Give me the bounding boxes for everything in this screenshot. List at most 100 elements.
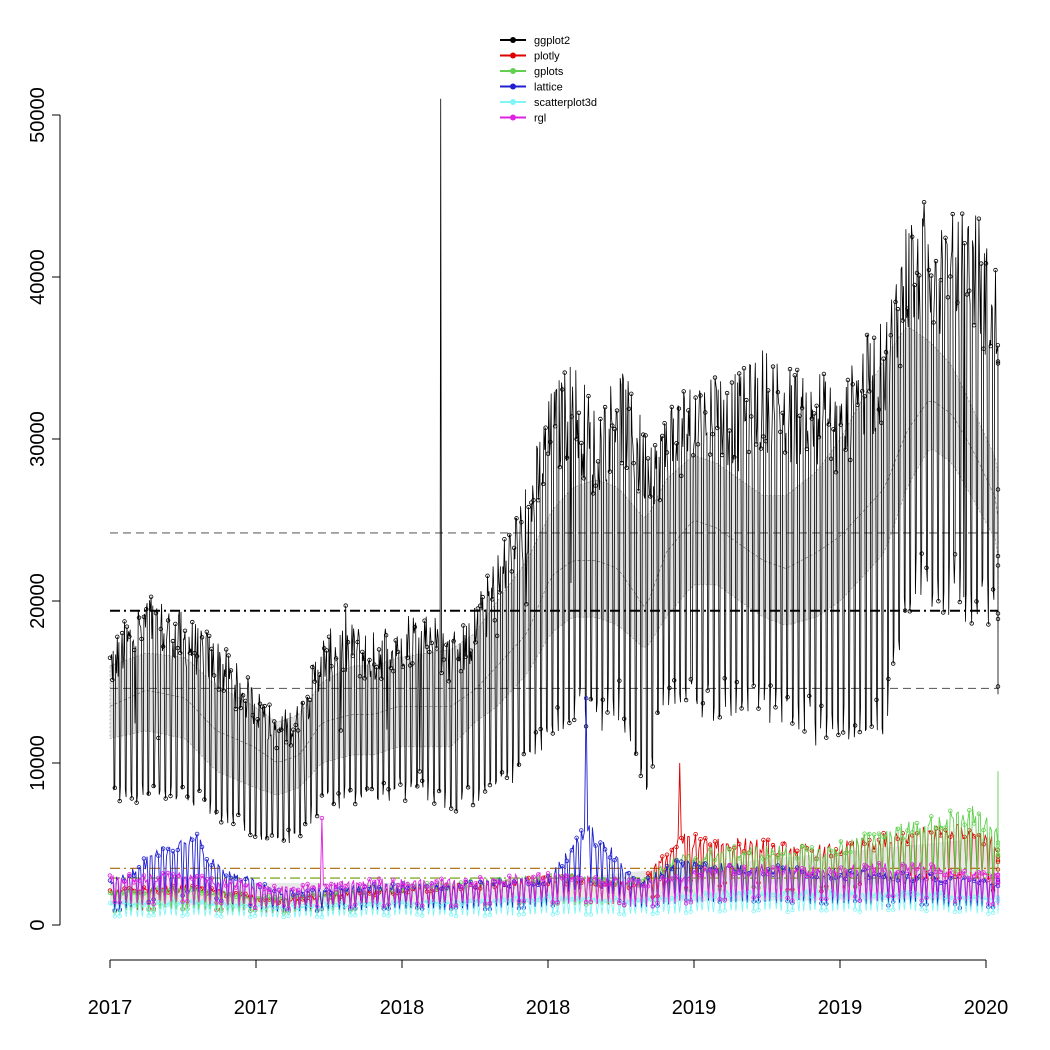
ggplot2-point: [497, 590, 502, 595]
lattice-point: [612, 858, 617, 863]
rgl-point: [914, 867, 920, 872]
plotly-point: [795, 848, 800, 853]
rgl-point: [645, 884, 651, 889]
ggplot2-point: [626, 406, 632, 411]
ggplot2-point: [657, 497, 663, 503]
ggplot2-point: [595, 459, 601, 464]
ggplot2-point: [209, 646, 214, 652]
scatterplot3d-point: [228, 903, 234, 908]
scatterplot3d-point: [785, 909, 790, 914]
ggplot2-point: [727, 428, 732, 433]
rgl-point: [444, 882, 449, 887]
ggplot2-point: [231, 821, 236, 827]
scatterplot3d-point: [141, 903, 147, 908]
rgl-point: [867, 865, 872, 871]
ggplot2-point: [734, 679, 739, 685]
ggplot2-point: [372, 662, 377, 667]
gplots-point: [828, 848, 834, 853]
scatterplot3d-point: [857, 909, 862, 914]
ggplot2-point: [598, 416, 603, 422]
plotly-point: [698, 837, 703, 842]
ggplot2-point: [326, 634, 332, 639]
scatterplot3d-point: [405, 901, 410, 906]
ggplot2-point: [831, 427, 836, 432]
ggplot2-point: [569, 414, 574, 419]
ggplot2-point: [214, 809, 219, 814]
ggplot2-point: [458, 669, 464, 674]
x-tick-label: 2018: [526, 997, 571, 1019]
gplots-point: [199, 891, 205, 896]
ggplot2-point: [250, 713, 255, 718]
rgl-point: [900, 862, 905, 867]
ggplot2-point: [907, 609, 912, 614]
scatterplot3d-point: [146, 913, 151, 918]
ggplot2-point: [136, 615, 142, 620]
rgl-point: [319, 815, 325, 821]
rgl-point: [698, 872, 703, 878]
lattice-point: [348, 906, 353, 912]
plotly-point: [780, 841, 785, 846]
ggplot2-point: [331, 801, 336, 807]
lattice-point: [910, 878, 915, 884]
x-tick-label: 2018: [380, 997, 425, 1019]
ggplot2-point: [943, 235, 948, 240]
rgl-point: [381, 903, 386, 908]
ggplot2-point: [562, 370, 567, 375]
ggplot2-point: [281, 838, 286, 843]
rgl-point: [948, 868, 953, 874]
ggplot2-point: [862, 394, 867, 399]
ggplot2-point: [787, 366, 793, 372]
gplots-point: [252, 908, 258, 913]
ggplot2-point: [720, 452, 725, 458]
scatterplot3d-point: [751, 909, 756, 914]
ggplot2-point: [543, 425, 548, 430]
rgl-point: [386, 902, 391, 907]
lattice-point: [141, 856, 147, 861]
ggplot2-point: [329, 664, 334, 669]
ggplot2-point: [417, 769, 422, 774]
ggplot2-point: [676, 406, 682, 411]
ggplot2-point: [612, 426, 617, 432]
rgl-point: [814, 869, 819, 874]
lattice-point: [386, 906, 391, 911]
ggplot2-point: [560, 387, 565, 392]
rgl-point: [986, 901, 991, 906]
ggplot2-point: [650, 764, 655, 769]
rgl-point: [871, 871, 877, 876]
ggplot2-point: [173, 621, 178, 627]
ggplot2-point: [610, 423, 615, 428]
scatterplot3d-point: [617, 911, 622, 916]
rgl-point: [732, 871, 737, 877]
ggplot2-point: [964, 292, 970, 297]
legend-marker-lattice: [510, 83, 516, 90]
ggplot2-point: [163, 796, 168, 801]
rgl-point: [338, 881, 344, 886]
plotly-point: [990, 888, 996, 893]
scatterplot3d-point: [516, 912, 522, 917]
ggplot2-point: [338, 728, 344, 733]
ggplot2-point: [995, 361, 1001, 366]
gplots-point: [276, 896, 282, 901]
rgl-point: [622, 902, 627, 908]
rgl-point: [795, 867, 800, 872]
rgl-point: [395, 882, 401, 888]
ggplot2-point: [168, 793, 173, 799]
scatterplot3d-point: [583, 912, 589, 917]
ggplot2-point: [576, 410, 582, 415]
ggplot2-band-mid: [109, 400, 999, 763]
scatterplot3d-point: [165, 902, 171, 907]
ggplot2-point: [221, 688, 226, 693]
x-tick-label: 2017: [234, 997, 279, 1019]
ggplot2-point: [319, 793, 325, 798]
rgl-point: [737, 869, 742, 874]
rgl-point: [165, 870, 171, 876]
ggplot2-point: [931, 320, 936, 325]
ggplot2-point: [144, 607, 149, 612]
scatterplot3d-point: [703, 890, 708, 895]
ggplot2-point: [912, 282, 917, 288]
ggplot2-point: [660, 433, 665, 439]
lattice-point: [223, 873, 229, 878]
rgl-point: [785, 895, 790, 900]
lattice-point: [780, 865, 785, 870]
rgl-point: [190, 876, 195, 881]
